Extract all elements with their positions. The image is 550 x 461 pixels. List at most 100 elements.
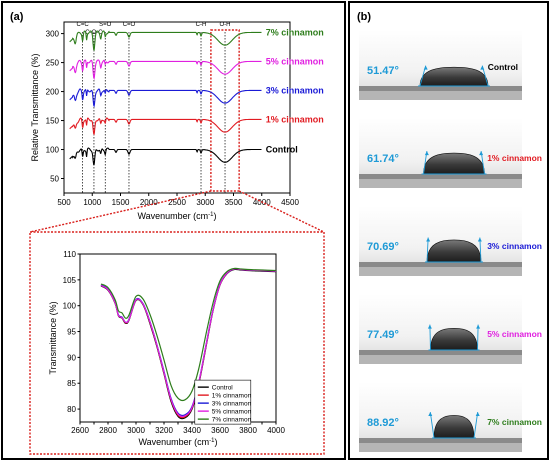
inset-y-tick-label: 90: [67, 353, 76, 362]
inset-y-tick-label: 85: [67, 379, 76, 388]
spectrum-line-0: [69, 147, 262, 166]
x-tick-label: 3500: [225, 198, 243, 207]
x-tick-label: 1000: [83, 198, 101, 207]
arrowhead-icon: [480, 65, 485, 70]
inset-y-tick-label: 100: [63, 302, 77, 311]
tangent-arrow-left: [429, 411, 435, 439]
y-tick-label: 300: [46, 30, 60, 39]
ftir-full-spectrum-chart: 5001000150020002500300035004000450050100…: [30, 21, 324, 221]
y-tick-label: 200: [46, 88, 60, 97]
spectrum-line-3: [69, 59, 262, 81]
zoom-connector: [29, 190, 325, 455]
zoom-line-right: [238, 190, 325, 233]
panel-b-border: [348, 1, 549, 460]
x-tick-label: 4500: [281, 198, 299, 207]
contact-angle-value: 77.49°: [367, 329, 399, 341]
panel-b-label: (b): [357, 11, 371, 23]
substrate-reflection: [359, 91, 522, 100]
series-label-4: 7% cinnamon: [266, 27, 324, 37]
series-label-3: 5% cinnamon: [266, 56, 324, 66]
droplet-image-4: 88.92° 7% cinnamon: [359, 382, 542, 452]
substrate-reflection: [359, 443, 522, 452]
y-tick-label: 150: [46, 117, 60, 126]
series-label-2: 3% cinnamon: [266, 85, 324, 95]
arrowhead-icon: [475, 412, 480, 417]
contact-angle-value: 61.74°: [367, 153, 399, 165]
series-label-0: Control: [266, 145, 298, 155]
inset-x-tick-label: 2600: [71, 426, 89, 435]
droplet: [430, 328, 478, 351]
x-axis-title: Wavenumber (cm-1): [137, 211, 216, 221]
inset-y-tick-label: 95: [67, 328, 76, 337]
peak-label: C-H: [196, 22, 207, 28]
zoom-line-left: [29, 190, 212, 233]
tangent-arrow-right: [473, 411, 479, 439]
panel-a-border: [1, 1, 346, 460]
inset-x-tick-label: 3400: [183, 426, 201, 435]
droplet-image-0: 51.47° Control: [359, 30, 522, 100]
spectrum-line-4: [69, 30, 262, 52]
droplet-image-3: 77.49° 5% cinnamon: [359, 294, 542, 364]
y-tick-label: 250: [46, 59, 60, 68]
peak-label: C-O-C: [85, 30, 103, 36]
contact-angle-panel: 51.47° Control 61.74° 1% cinnamon 70.69° 3% c…: [359, 30, 542, 452]
droplet: [423, 152, 485, 175]
legend-entry: Control: [212, 384, 234, 391]
droplet-image-2: 70.69° 3% cinnamon: [359, 206, 542, 276]
peak-label: C=O: [123, 22, 136, 28]
arrowhead-icon: [428, 412, 433, 417]
inset-x-tick-label: 3800: [239, 426, 257, 435]
legend-entry: 5% cinnamon: [212, 408, 252, 415]
y-axis-title: Relative Transmittance (%): [30, 53, 40, 161]
arrowhead-icon: [477, 237, 482, 242]
peak-label: C=C: [77, 22, 90, 28]
peak-label: O-H: [220, 22, 231, 28]
contact-angle-sample: 3% cinnamon: [487, 241, 542, 251]
droplet: [433, 415, 475, 439]
ftir-oh-region-chart: 2600 2800 3000 3200 3400 3600 3800 4000 80 85 90 95…: [48, 250, 285, 447]
panel-a-label: (a): [10, 11, 24, 23]
tangent-arrow-left: [426, 237, 429, 263]
inset-y-tick-label: 80: [67, 405, 76, 414]
substrate-reflection: [359, 179, 522, 188]
arrowhead-icon: [424, 151, 429, 156]
contact-angle-sample: 7% cinnamon: [487, 417, 542, 427]
legend-entry: 3% cinnamon: [212, 400, 252, 407]
arrowhead-icon: [427, 324, 432, 329]
spectrum-line-1: [69, 117, 262, 136]
arrowhead-icon: [476, 324, 481, 329]
droplet-image-1: 61.74° 1% cinnamon: [359, 118, 542, 188]
inset-x-axis-title: Wavenumber (cm-1): [138, 437, 217, 447]
x-tick-label: 1500: [112, 198, 130, 207]
y-tick-label: 50: [50, 175, 59, 184]
chart1-frame: [63, 21, 291, 194]
contact-angle-sample: 1% cinnamon: [487, 153, 542, 163]
substrate-reflection: [359, 355, 522, 364]
tangent-arrow-right: [477, 324, 479, 351]
contact-angle-value: 88.92°: [367, 417, 399, 429]
x-tick-label: 2000: [140, 198, 158, 207]
series-label-1: 1% cinnamon: [266, 114, 324, 124]
inset-x-tick-label: 3000: [127, 426, 145, 435]
inset-x-tick-label: 4000: [267, 426, 285, 435]
inset-x-tick-label: 3600: [211, 426, 229, 435]
inset-y-tick-label: 110: [63, 250, 76, 259]
substrate-reflection: [359, 267, 522, 276]
inset-y-axis-title: Transmittance (%): [48, 301, 58, 374]
inset-y-tick-label: 105: [63, 276, 77, 285]
y-tick-label: 100: [46, 146, 60, 155]
inset-x-tick-label: 3200: [155, 426, 173, 435]
contact-angle-value: 70.69°: [367, 241, 399, 253]
inset-x-tick-label: 2800: [99, 426, 117, 435]
contact-angle-value: 51.47°: [367, 65, 399, 77]
arrowhead-icon: [426, 237, 431, 242]
contact-angle-sample: Control: [488, 62, 518, 72]
tangent-arrow-left: [429, 324, 431, 351]
spectrum-line-2: [69, 88, 262, 108]
peak-label: S=O: [99, 22, 112, 28]
contact-angle-sample: 5% cinnamon: [487, 329, 542, 339]
inset-border: [29, 231, 325, 455]
arrowhead-icon: [479, 151, 484, 156]
inset-line-4: [100, 267, 277, 402]
